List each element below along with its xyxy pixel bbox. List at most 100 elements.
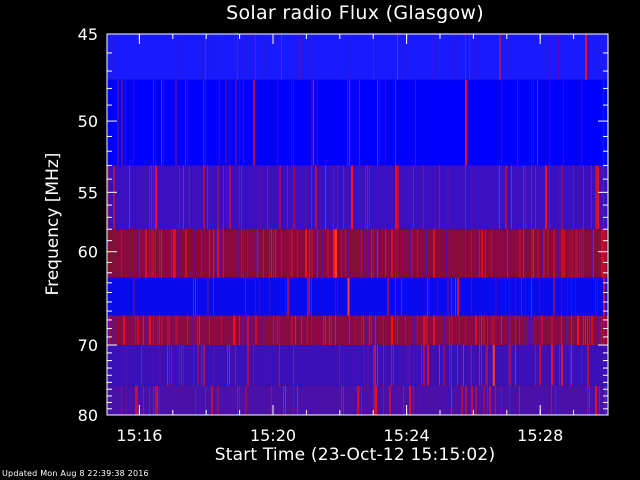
flux-stripe — [255, 345, 256, 386]
flux-stripe — [211, 385, 213, 415]
flux-stripe — [349, 315, 350, 346]
flux-stripe — [517, 385, 518, 415]
flux-stripe — [597, 315, 599, 346]
flux-stripe — [365, 165, 366, 230]
flux-stripe — [509, 345, 511, 386]
flux-stripe — [107, 165, 109, 230]
flux-stripe — [237, 34, 238, 80]
flux-stripe — [243, 229, 244, 278]
flux-stripe — [363, 229, 365, 278]
flux-stripe — [423, 229, 424, 278]
flux-stripe — [277, 315, 278, 346]
flux-stripe — [169, 345, 170, 386]
flux-stripe — [603, 229, 605, 278]
flux-stripe — [255, 34, 256, 80]
flux-stripe — [527, 385, 528, 415]
flux-stripe — [475, 315, 477, 346]
flux-stripe — [335, 277, 336, 316]
flux-stripe — [269, 277, 270, 316]
flux-stripe — [465, 385, 467, 415]
flux-stripe — [409, 385, 411, 415]
flux-stripe — [369, 315, 370, 346]
flux-stripe — [395, 229, 396, 278]
flux-stripe — [309, 229, 310, 278]
flux-stripe — [273, 315, 274, 346]
flux-stripe — [535, 345, 536, 386]
flux-stripe — [469, 345, 471, 386]
y-tick-label: 55 — [78, 183, 98, 202]
flux-stripe — [259, 277, 260, 316]
flux-stripe — [537, 79, 538, 166]
flux-stripe — [443, 229, 444, 278]
flux-stripe — [321, 165, 322, 230]
flux-stripe — [403, 385, 404, 415]
flux-stripe — [527, 165, 528, 230]
flux-stripe — [375, 345, 376, 386]
flux-stripe — [561, 165, 563, 230]
flux-stripe — [427, 345, 429, 386]
flux-stripe — [195, 165, 196, 230]
flux-stripe — [191, 315, 193, 346]
flux-stripe — [197, 277, 198, 316]
flux-stripe — [125, 345, 127, 386]
flux-stripe — [597, 277, 598, 316]
flux-stripe — [461, 315, 462, 346]
flux-stripe — [323, 315, 324, 346]
flux-stripe — [529, 229, 530, 278]
flux-stripe — [255, 277, 256, 316]
flux-stripe — [453, 34, 454, 80]
flux-stripe — [179, 34, 180, 80]
flux-stripe — [217, 229, 219, 278]
flux-stripe — [539, 277, 540, 316]
flux-stripe — [587, 315, 588, 346]
flux-stripe — [267, 165, 268, 230]
flux-stripe — [163, 229, 164, 278]
flux-stripe — [351, 34, 352, 80]
flux-stripe — [279, 165, 281, 230]
flux-stripe — [553, 277, 555, 316]
flux-stripe — [243, 79, 244, 166]
flux-stripe — [427, 229, 428, 278]
flux-stripe — [491, 229, 492, 278]
flux-stripe — [395, 79, 396, 166]
flux-stripe — [561, 277, 562, 316]
flux-stripe — [155, 79, 156, 166]
flux-stripe — [273, 229, 274, 278]
flux-stripe — [531, 79, 532, 166]
flux-stripe — [269, 229, 270, 278]
flux-stripe — [223, 229, 224, 278]
flux-stripe — [207, 277, 209, 316]
flux-burst — [492, 345, 495, 386]
flux-stripe — [391, 315, 393, 346]
flux-burst — [334, 229, 337, 278]
flux-stripe — [497, 229, 498, 278]
flux-stripe — [583, 229, 584, 278]
band-4 — [107, 277, 608, 316]
flux-stripe — [275, 229, 276, 278]
flux-stripe — [293, 345, 294, 386]
flux-stripe — [271, 385, 272, 415]
flux-stripe — [229, 165, 231, 230]
flux-stripe — [341, 229, 342, 278]
flux-stripe — [423, 345, 425, 386]
flux-stripe — [207, 165, 208, 230]
flux-stripe — [605, 229, 606, 278]
flux-stripe — [579, 229, 580, 278]
flux-stripe — [355, 315, 356, 346]
flux-stripe — [575, 229, 577, 278]
flux-stripe — [541, 229, 543, 278]
flux-stripe — [491, 165, 492, 230]
flux-stripe — [219, 34, 220, 80]
flux-stripe — [397, 385, 399, 415]
flux-stripe — [505, 165, 507, 230]
flux-stripe — [465, 79, 467, 166]
flux-stripe — [241, 229, 242, 278]
flux-stripe — [525, 165, 526, 230]
flux-stripe — [413, 165, 414, 230]
flux-stripe — [205, 34, 206, 80]
y-axis-label: Frequency [MHz] — [43, 152, 63, 296]
flux-stripe — [303, 34, 304, 80]
flux-stripe — [139, 229, 140, 278]
flux-stripe — [177, 229, 179, 278]
flux-stripe — [293, 385, 294, 415]
